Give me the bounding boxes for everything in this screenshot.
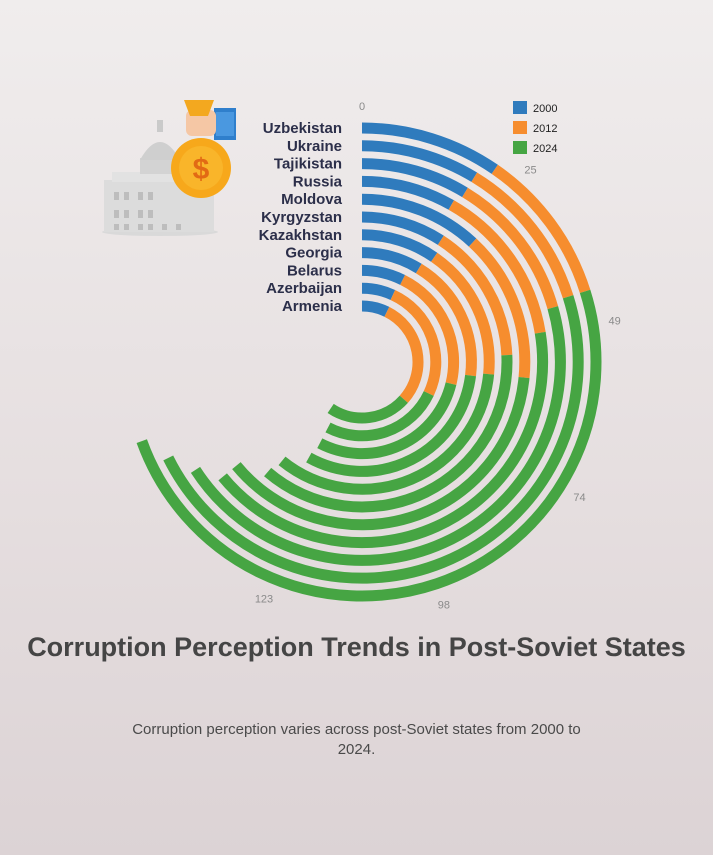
bar-ukraine-2012 — [471, 172, 574, 299]
bar-tajikistan-2012 — [462, 187, 559, 310]
bar-moldova-2000 — [361, 193, 477, 247]
bar-tajikistan-2024 — [190, 306, 566, 566]
category-label-georgia: Georgia — [285, 245, 342, 262]
category-label-kazakhstan: Kazakhstan — [259, 227, 342, 244]
svg-text:$: $ — [193, 153, 210, 186]
category-labels: UzbekistanUkraineTajikistanRussiaMoldova… — [259, 120, 343, 315]
legend-swatch-2012 — [513, 121, 527, 134]
bar-uzbekistan-2000 — [361, 122, 498, 174]
bar-moldova-2024 — [232, 377, 530, 531]
bar-kazakhstan-2012 — [431, 252, 495, 375]
bar-kazakhstan-2024 — [278, 373, 495, 495]
category-label-kyrgyzstan: Kyrgyzstan — [261, 209, 342, 226]
bar-moldova-2012 — [468, 238, 531, 379]
tick-label: 49 — [608, 316, 620, 328]
chart-subtitle: Corruption perception varies across post… — [132, 721, 581, 758]
money-bag-hand-icon: $ — [171, 100, 236, 198]
bar-ukraine-2024 — [163, 295, 584, 584]
bar-kyrgyzstan-2012 — [437, 235, 513, 356]
legend-label-2012: 2012 — [533, 123, 557, 135]
bar-georgia-2012 — [415, 263, 477, 377]
legend-swatch-2024 — [513, 141, 527, 154]
bar-armenia-2012 — [384, 306, 424, 403]
bar-kyrgyzstan-2024 — [264, 354, 513, 513]
category-label-russia: Russia — [293, 173, 343, 190]
category-label-tajikistan: Tajikistan — [274, 156, 342, 173]
bar-armenia-2000 — [361, 300, 390, 317]
bar-tajikistan-2000 — [361, 158, 468, 198]
bar-georgia-2000 — [361, 247, 422, 274]
bar-belarus-2024 — [317, 382, 457, 460]
bar-ukraine-2000 — [361, 140, 478, 182]
bar-kazakhstan-2000 — [361, 229, 438, 262]
bar-russia-2000 — [361, 175, 455, 210]
bar-uzbekistan-2012 — [491, 164, 591, 294]
bar-uzbekistan-2024 — [136, 289, 602, 602]
category-label-armenia: Armenia — [282, 298, 343, 315]
category-label-moldova: Moldova — [281, 191, 342, 208]
chart-title: Corruption Perception Trends in Post-Sov… — [27, 632, 686, 662]
category-label-belarus: Belarus — [287, 262, 342, 279]
tick-label: 98 — [438, 600, 450, 612]
tick-label: 0 — [359, 101, 365, 113]
bar-russia-2012 — [448, 200, 546, 334]
angular-ticks: 0 25 49 74 98 123 — [255, 101, 621, 612]
bar-russia-2024 — [218, 331, 549, 549]
bar-kyrgyzstan-2000 — [361, 211, 444, 245]
bar-azerbaijan-2024 — [325, 390, 434, 442]
category-label-uzbekistan: Uzbekistan — [263, 120, 342, 137]
tick-label: 123 — [255, 594, 273, 606]
category-label-azerbaijan: Azerbaijan — [266, 280, 342, 297]
chart-rings — [136, 122, 602, 602]
bar-azerbaijan-2000 — [361, 282, 396, 301]
legend-swatch-2000 — [513, 101, 527, 114]
bar-belarus-2000 — [361, 264, 406, 285]
legend-label-2000: 2000 — [533, 103, 557, 115]
bar-azerbaijan-2012 — [390, 289, 442, 396]
bar-armenia-2024 — [327, 395, 408, 424]
bar-belarus-2012 — [400, 274, 460, 386]
tick-label: 25 — [524, 164, 536, 176]
category-label-ukraine: Ukraine — [287, 138, 342, 155]
legend-label-2024: 2024 — [533, 143, 557, 155]
legend: 2000 2012 2024 — [513, 101, 557, 155]
tick-label: 74 — [573, 492, 585, 504]
bar-georgia-2024 — [306, 374, 477, 477]
